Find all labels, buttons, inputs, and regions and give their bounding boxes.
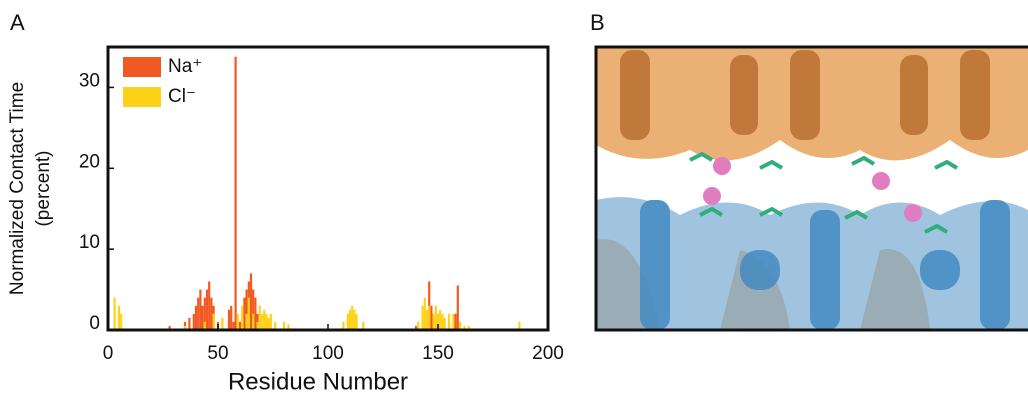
bar	[441, 313, 444, 330]
bar	[342, 321, 345, 330]
bar	[274, 321, 277, 330]
bar	[260, 313, 264, 330]
bar	[263, 309, 266, 330]
bar	[252, 313, 255, 330]
bar	[249, 273, 253, 330]
bar	[355, 313, 358, 330]
bar	[454, 313, 457, 330]
x-tick-label: 0	[103, 343, 114, 364]
legend-label: Na⁺	[168, 56, 202, 77]
bar	[258, 305, 261, 330]
bar	[113, 297, 116, 330]
bar	[436, 313, 440, 330]
y-tick-label: 30	[79, 70, 100, 91]
x-tick-label: 150	[422, 343, 454, 364]
bar	[414, 325, 418, 330]
bar	[439, 309, 442, 330]
bar	[425, 309, 429, 330]
bar	[417, 321, 420, 330]
y-tick-label: 0	[89, 313, 100, 334]
bar	[351, 305, 354, 330]
plot-frame	[106, 45, 550, 332]
bar	[430, 305, 433, 330]
x-axis-label: Residue Number	[228, 368, 408, 395]
bar	[452, 313, 455, 330]
panel-label: B	[590, 10, 605, 35]
bar	[443, 317, 446, 330]
bar	[265, 313, 268, 330]
bar	[353, 309, 356, 330]
bar	[238, 321, 242, 330]
bar	[287, 324, 290, 330]
y-tick-label: 20	[79, 151, 100, 172]
bar	[227, 309, 231, 330]
bar	[221, 317, 224, 330]
bar	[117, 305, 121, 330]
bar	[267, 317, 270, 330]
y-axis-label: Normalized Contact Time	[7, 82, 28, 295]
bar	[203, 297, 206, 330]
bar	[254, 297, 257, 330]
bar	[362, 321, 365, 330]
bar	[447, 313, 451, 330]
panel-label: A	[10, 10, 25, 35]
bar	[120, 313, 123, 330]
legend-swatch	[123, 57, 161, 77]
bar	[188, 317, 191, 330]
bar	[212, 313, 215, 330]
bar	[463, 325, 466, 330]
bar	[421, 305, 424, 330]
x-tick-label: 100	[312, 343, 344, 364]
bar	[282, 321, 286, 330]
bar	[467, 325, 470, 330]
bar	[458, 321, 462, 330]
x-tick-label: 50	[207, 343, 228, 364]
bar	[192, 313, 195, 330]
bar	[236, 313, 239, 330]
bar	[348, 309, 352, 330]
bar	[423, 297, 426, 330]
bar	[168, 325, 171, 330]
legend-swatch	[123, 87, 161, 107]
legend-label: Cl⁻	[168, 86, 196, 107]
bar	[346, 313, 349, 330]
bar	[428, 305, 431, 330]
bar	[210, 297, 213, 330]
bar	[245, 289, 248, 330]
chart: 0 10 20 30 0 50 100 150 200 Residue Number Normali…	[7, 45, 564, 395]
bar	[434, 305, 437, 330]
bar	[243, 297, 246, 330]
bar	[256, 321, 259, 330]
structure-image	[594, 45, 1028, 332]
bar	[234, 56, 237, 331]
bar	[201, 305, 204, 330]
bar	[518, 321, 521, 330]
bar	[199, 289, 202, 330]
bar	[245, 313, 248, 330]
bar	[456, 285, 459, 330]
bar	[232, 321, 235, 330]
x-tick-label: 200	[532, 343, 564, 364]
bar	[230, 305, 233, 330]
bar	[205, 289, 209, 330]
bar	[241, 305, 244, 330]
y-tick-label: 10	[79, 232, 100, 253]
bar	[208, 281, 211, 330]
bar	[247, 297, 250, 330]
bar	[183, 325, 187, 330]
bar	[252, 289, 255, 330]
y-axis-label: (percent)	[33, 150, 54, 226]
bar	[197, 297, 200, 330]
bar	[203, 321, 206, 330]
bar	[194, 305, 198, 330]
bar	[269, 313, 272, 330]
bar	[432, 313, 435, 330]
